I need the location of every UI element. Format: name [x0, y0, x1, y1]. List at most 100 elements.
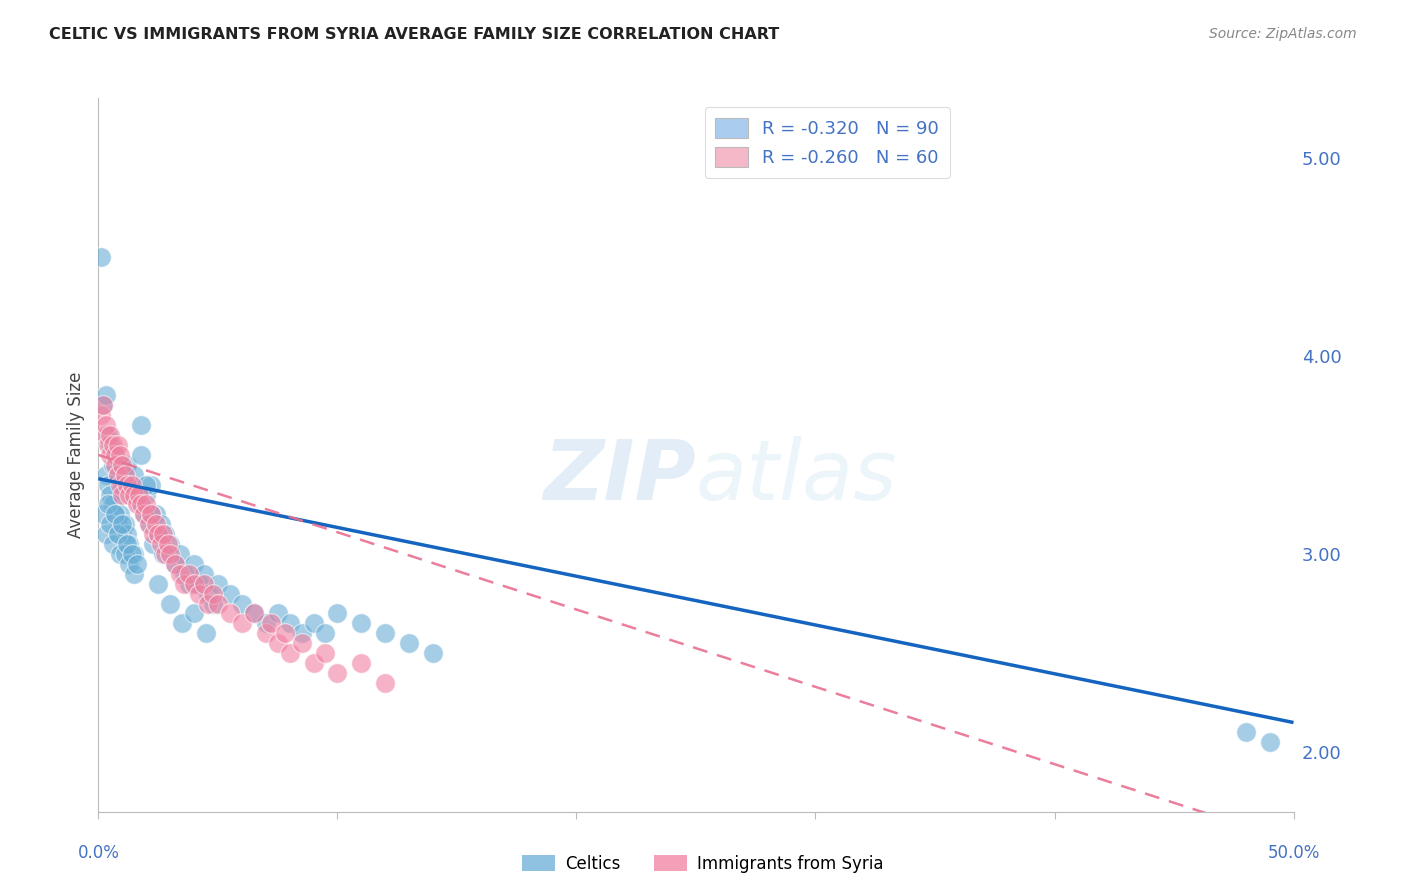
Point [315, 646, 337, 660]
Point [193, 576, 215, 591]
Point [104, 448, 127, 462]
Point [104, 458, 127, 472]
Point [125, 557, 148, 571]
Point [108, 458, 131, 472]
Text: atlas: atlas [696, 436, 897, 516]
Point [101, 438, 124, 452]
Point [159, 597, 181, 611]
Point [1234, 725, 1257, 739]
Point [111, 477, 134, 491]
Point [108, 547, 131, 561]
Point [187, 587, 209, 601]
Point [142, 537, 165, 551]
Point [114, 517, 136, 532]
Point [124, 566, 146, 581]
Text: 0.0%: 0.0% [77, 844, 120, 862]
Point [98, 517, 122, 532]
Point [91, 398, 114, 412]
Point [91, 508, 114, 522]
Point [135, 487, 157, 501]
Point [243, 607, 266, 621]
Point [114, 467, 136, 482]
Text: 50.0%: 50.0% [1267, 844, 1320, 862]
Point [98, 487, 122, 501]
Point [124, 487, 146, 501]
Point [183, 557, 205, 571]
Point [169, 566, 191, 581]
Point [259, 616, 281, 631]
Point [135, 498, 157, 512]
Point [155, 547, 177, 561]
Point [125, 498, 148, 512]
Text: ZIP: ZIP [543, 436, 696, 516]
Point [90, 250, 112, 264]
Point [101, 537, 124, 551]
Point [163, 557, 186, 571]
Point [159, 547, 181, 561]
Point [131, 418, 153, 433]
Point [128, 498, 150, 512]
Point [139, 477, 162, 491]
Point [118, 477, 141, 491]
Point [326, 665, 349, 680]
Point [108, 477, 131, 491]
Point [107, 467, 129, 482]
Point [121, 547, 143, 561]
Point [107, 527, 129, 541]
Point [131, 448, 153, 462]
Point [132, 508, 155, 522]
Point [374, 626, 396, 640]
Point [145, 508, 167, 522]
Point [302, 656, 325, 670]
Point [169, 547, 191, 561]
Point [111, 517, 134, 532]
Point [350, 656, 373, 670]
Point [97, 438, 120, 452]
Point [94, 418, 117, 433]
Point [398, 636, 420, 650]
Text: CELTIC VS IMMIGRANTS FROM SYRIA AVERAGE FAMILY SIZE CORRELATION CHART: CELTIC VS IMMIGRANTS FROM SYRIA AVERAGE … [49, 27, 779, 42]
Point [254, 616, 277, 631]
Point [219, 607, 242, 621]
Point [107, 467, 129, 482]
Point [148, 527, 170, 541]
Point [90, 409, 112, 423]
Point [101, 458, 124, 472]
Point [94, 527, 117, 541]
Point [291, 626, 314, 640]
Point [101, 498, 124, 512]
Point [132, 508, 155, 522]
Point [148, 576, 170, 591]
Point [138, 517, 160, 532]
Point [115, 477, 138, 491]
Point [183, 576, 205, 591]
Point [94, 388, 117, 402]
Point [97, 498, 120, 512]
Point [149, 537, 172, 551]
Point [107, 438, 129, 452]
Point [173, 566, 195, 581]
Point [124, 467, 146, 482]
Point [315, 626, 337, 640]
Point [197, 597, 219, 611]
Point [104, 508, 127, 522]
Point [128, 487, 150, 501]
Point [115, 537, 138, 551]
Point [121, 477, 143, 491]
Point [97, 428, 120, 442]
Point [193, 566, 215, 581]
Point [326, 607, 349, 621]
Point [118, 487, 141, 501]
Point [111, 458, 134, 472]
Point [108, 508, 131, 522]
Legend: R = -0.320   N = 90, R = -0.260   N = 60: R = -0.320 N = 90, R = -0.260 N = 60 [704, 107, 950, 178]
Point [159, 537, 181, 551]
Point [1258, 735, 1281, 749]
Point [139, 508, 162, 522]
Point [207, 597, 229, 611]
Point [115, 458, 138, 472]
Point [173, 576, 195, 591]
Point [94, 467, 117, 482]
Point [267, 607, 290, 621]
Point [91, 398, 114, 412]
